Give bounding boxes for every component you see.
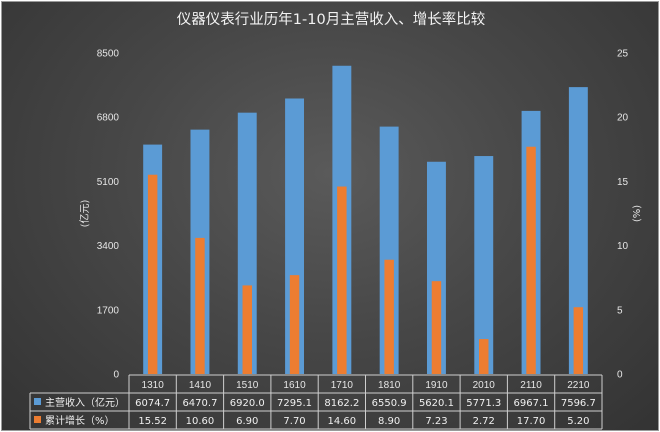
- table-cell-revenue: 7295.1: [277, 398, 312, 409]
- x-category-label: 2210: [567, 380, 590, 391]
- y-right-tick-label: 10: [617, 241, 629, 252]
- table-cell-growth: 6.90: [236, 416, 258, 427]
- table-cell-growth: 5.20: [567, 416, 589, 427]
- legend-label-revenue: 主营收入（亿元）: [45, 396, 125, 409]
- table-cell-revenue: 6470.7: [182, 398, 217, 409]
- bar-growth: [431, 281, 442, 374]
- table-cell-revenue: 6074.7: [135, 398, 170, 409]
- table-cell-growth: 17.70: [517, 416, 546, 427]
- table-cell-growth: 7.23: [425, 416, 447, 427]
- table-cell-revenue: 7596.7: [561, 398, 596, 409]
- table-cell-growth: 7.70: [283, 416, 305, 427]
- x-category-label: 1410: [189, 380, 212, 391]
- table-cell-growth: 10.60: [186, 416, 215, 427]
- legend-swatch-revenue: [34, 398, 41, 405]
- bar-revenue: [568, 87, 588, 375]
- x-category-label: 2110: [520, 380, 542, 391]
- y-left-tick-label: 3400: [97, 241, 120, 252]
- y-left-tick-label: 8500: [97, 49, 120, 60]
- table-cell-revenue: 6550.9: [372, 398, 407, 409]
- bar-growth: [526, 146, 536, 374]
- bar-growth: [384, 259, 394, 374]
- table-cell-revenue: 5771.3: [466, 398, 501, 409]
- bar-growth: [337, 186, 347, 374]
- table-cell-revenue: 5620.1: [419, 398, 454, 409]
- x-category-label: 1710: [331, 380, 354, 391]
- y-right-tick-label: 25: [617, 49, 629, 60]
- y-left-tick-label: 0: [113, 370, 119, 381]
- legend-label-growth: 累计增长（%）: [45, 414, 115, 427]
- bar-growth: [479, 339, 489, 374]
- y-right-tick-label: 20: [617, 113, 629, 124]
- table-cell-growth: 2.72: [473, 416, 495, 427]
- x-category-label: 1810: [378, 380, 401, 391]
- table-cell-revenue: 6967.1: [514, 398, 549, 409]
- table-cell-revenue: 6920.0: [230, 398, 265, 409]
- bar-growth: [573, 307, 584, 374]
- table-cell-revenue: 8162.2: [324, 398, 359, 409]
- y-left-axis-label: (亿元): [78, 200, 91, 228]
- y-left-tick-label: 6800: [97, 113, 120, 124]
- bar-growth: [147, 174, 158, 374]
- table-cell-growth: 8.90: [378, 416, 400, 427]
- x-category-label: 1310: [142, 380, 165, 391]
- chart-title: 仪器仪表行业历年1-10月主营收入、增长率比较: [177, 10, 485, 28]
- table-cell-growth: 15.52: [138, 416, 167, 427]
- y-right-tick-label: 15: [617, 177, 629, 188]
- y-right-axis-label: (%): [632, 205, 643, 222]
- bar-revenue: [474, 156, 494, 374]
- bar-growth: [289, 275, 300, 374]
- x-category-label: 1610: [283, 380, 306, 391]
- table-cell-growth: 14.60: [328, 416, 357, 427]
- y-right-tick-label: 5: [617, 305, 623, 316]
- x-category-label: 1510: [236, 380, 259, 391]
- bar-growth: [195, 237, 205, 374]
- y-left-tick-label: 1700: [97, 305, 120, 316]
- y-left-tick-label: 5100: [97, 177, 120, 188]
- legend-swatch-growth: [34, 416, 41, 423]
- x-category-label: 1910: [425, 380, 448, 391]
- y-right-tick-label: 0: [617, 370, 623, 381]
- x-category-label: 2010: [473, 380, 496, 391]
- bar-growth: [242, 285, 252, 374]
